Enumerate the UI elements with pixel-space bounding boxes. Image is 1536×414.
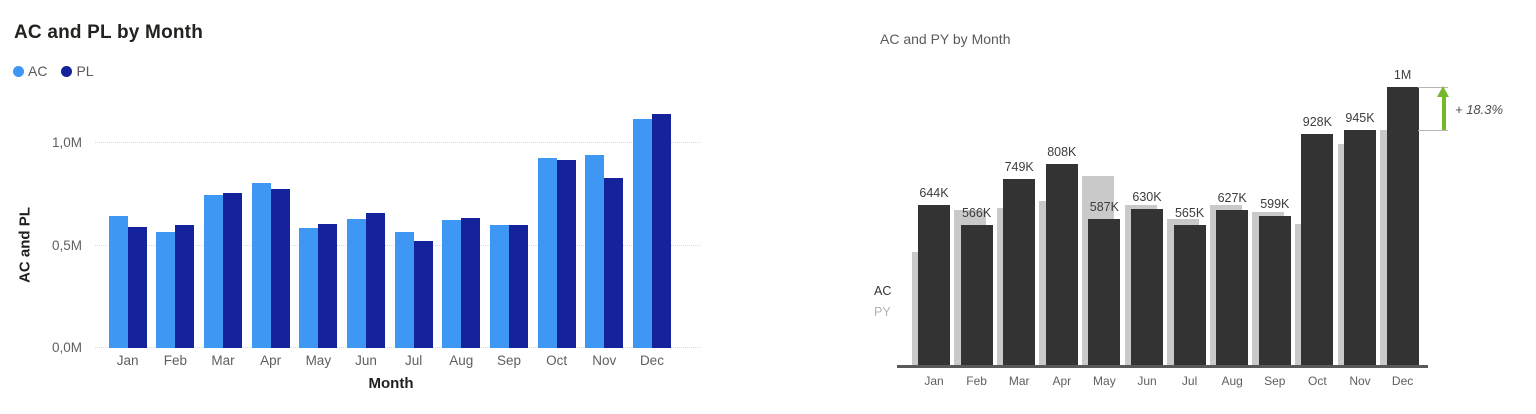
x-tick-mar: Mar xyxy=(211,353,235,368)
legend-item-ac[interactable]: AC xyxy=(13,63,47,79)
bar-pl-nov[interactable] xyxy=(604,178,624,348)
y-tick-0m: 0,0M xyxy=(51,340,82,355)
bar-ac-may[interactable] xyxy=(299,227,319,348)
bar-ac-jun[interactable] xyxy=(1131,208,1163,366)
x-tick-feb: Feb xyxy=(163,353,187,368)
bar-pl-jun[interactable] xyxy=(366,212,385,348)
variance-bracket-bottom-line xyxy=(1418,130,1448,131)
bar-ac-jan[interactable] xyxy=(918,205,950,366)
x-tick-jun: Jun xyxy=(355,353,377,368)
bar-ac-feb[interactable] xyxy=(156,232,176,348)
legend-label-ac: AC xyxy=(28,63,48,79)
bar-ac-dec[interactable] xyxy=(1386,86,1419,366)
right-chart-x-axis-line xyxy=(897,365,1428,368)
bar-ac-may[interactable] xyxy=(1088,219,1121,366)
variance-arrow-shaft xyxy=(1441,96,1446,130)
bar-ac-jun[interactable] xyxy=(347,219,366,348)
legend-label-pl: PL xyxy=(76,63,94,79)
data-label-mar: 749K xyxy=(1004,160,1034,175)
bar-ac-aug[interactable] xyxy=(442,219,462,348)
x-tick-mar: Mar xyxy=(1008,374,1030,388)
x-tick-aug: Aug xyxy=(1221,374,1243,388)
data-label-dec: 1M xyxy=(1393,67,1412,82)
data-label-jan: 644K xyxy=(919,186,949,201)
bar-ac-sep[interactable] xyxy=(489,225,509,348)
bar-ac-feb[interactable] xyxy=(960,224,993,366)
data-label-aug: 627K xyxy=(1217,190,1247,205)
legend-item-pl[interactable]: PL xyxy=(61,63,94,79)
bar-ac-apr[interactable] xyxy=(251,182,271,348)
data-label-sep: 599K xyxy=(1260,197,1290,212)
bar-ac-sep[interactable] xyxy=(1258,216,1291,366)
bar-ac-jan[interactable] xyxy=(108,216,128,348)
data-label-jun: 630K xyxy=(1132,189,1162,204)
right-chart-visual: AC and PY by Month AC PY 644K Jan 566K Feb 7… xyxy=(770,0,1536,414)
x-tick-oct: Oct xyxy=(546,353,568,368)
x-tick-dec: Dec xyxy=(1391,374,1414,388)
bar-ac-nov[interactable] xyxy=(1344,130,1376,366)
x-tick-feb: Feb xyxy=(966,374,987,388)
x-tick-jun: Jun xyxy=(1137,374,1157,388)
x-tick-jul: Jul xyxy=(405,353,423,368)
bar-pl-mar[interactable] xyxy=(223,193,243,348)
x-tick-may: May xyxy=(305,353,332,368)
bar-pl-feb[interactable] xyxy=(175,225,195,348)
bar-pl-apr[interactable] xyxy=(270,189,290,348)
x-tick-aug: Aug xyxy=(449,353,474,368)
x-tick-jul: Jul xyxy=(1181,374,1198,388)
x-tick-sep: Sep xyxy=(1264,374,1286,388)
bar-pl-dec[interactable] xyxy=(651,113,671,348)
bar-pl-jan[interactable] xyxy=(127,227,147,348)
data-label-may: 587K xyxy=(1089,200,1119,215)
left-chart-title: AC and PL by Month xyxy=(14,22,204,43)
data-label-feb: 566K xyxy=(961,205,992,220)
x-tick-apr: Apr xyxy=(260,353,282,368)
y-tick-1m: 1,0M xyxy=(51,135,82,150)
x-tick-jan: Jan xyxy=(924,374,944,388)
bar-ac-jul[interactable] xyxy=(1173,224,1206,366)
x-tick-dec: Dec xyxy=(639,353,664,368)
x-tick-nov: Nov xyxy=(1349,374,1371,388)
right-chart-row-label-ac: AC xyxy=(874,284,892,298)
x-tick-may: May xyxy=(1093,374,1116,388)
x-tick-oct: Oct xyxy=(1308,374,1327,388)
bar-ac-oct[interactable] xyxy=(1301,134,1334,366)
bar-ac-aug[interactable] xyxy=(1216,209,1249,366)
data-label-jul: 565K xyxy=(1174,205,1205,220)
left-chart-x-axis-title: Month xyxy=(368,375,414,392)
left-chart-plot-area: Jan Feb Mar Apr May Jun Jul Aug Sep Oct Nov Dec xyxy=(108,113,671,368)
y-tick-05m: 0,5M xyxy=(51,238,82,253)
x-tick-nov: Nov xyxy=(592,353,617,368)
x-tick-jan: Jan xyxy=(116,353,139,368)
right-chart-title: AC and PY by Month xyxy=(880,31,1011,47)
data-label-nov: 945K xyxy=(1345,111,1375,126)
bar-pl-aug[interactable] xyxy=(461,218,481,348)
bar-pl-sep[interactable] xyxy=(508,225,528,348)
bar-ac-oct[interactable] xyxy=(537,158,557,348)
legend-dot-ac-icon xyxy=(13,65,24,77)
variance-label: + 18.3% xyxy=(1455,102,1504,117)
bar-ac-dec[interactable] xyxy=(632,119,652,348)
bar-ac-mar[interactable] xyxy=(204,194,224,348)
bar-pl-may[interactable] xyxy=(318,224,338,348)
variance-arrow-icon xyxy=(1437,86,1449,97)
bar-ac-nov[interactable] xyxy=(585,154,605,348)
x-tick-sep: Sep xyxy=(496,353,521,368)
right-chart-row-label-py: PY xyxy=(874,305,891,319)
left-chart-visual: AC and PL by Month AC PL AC and PL 1,0M … xyxy=(13,22,700,392)
variance-bracket-top-line xyxy=(1418,87,1448,88)
left-chart-legend: AC PL xyxy=(13,63,102,79)
data-label-apr: 808K xyxy=(1047,145,1077,160)
bar-ac-jul[interactable] xyxy=(394,232,414,348)
bar-pl-jul[interactable] xyxy=(413,240,433,348)
gridline-1m xyxy=(95,142,700,143)
bar-ac-mar[interactable] xyxy=(1003,179,1036,366)
bar-ac-apr[interactable] xyxy=(1045,164,1078,366)
legend-dot-pl-icon xyxy=(61,65,73,77)
x-tick-apr: Apr xyxy=(1052,374,1072,388)
bar-pl-oct[interactable] xyxy=(556,159,576,348)
data-label-oct: 928K xyxy=(1302,115,1332,130)
